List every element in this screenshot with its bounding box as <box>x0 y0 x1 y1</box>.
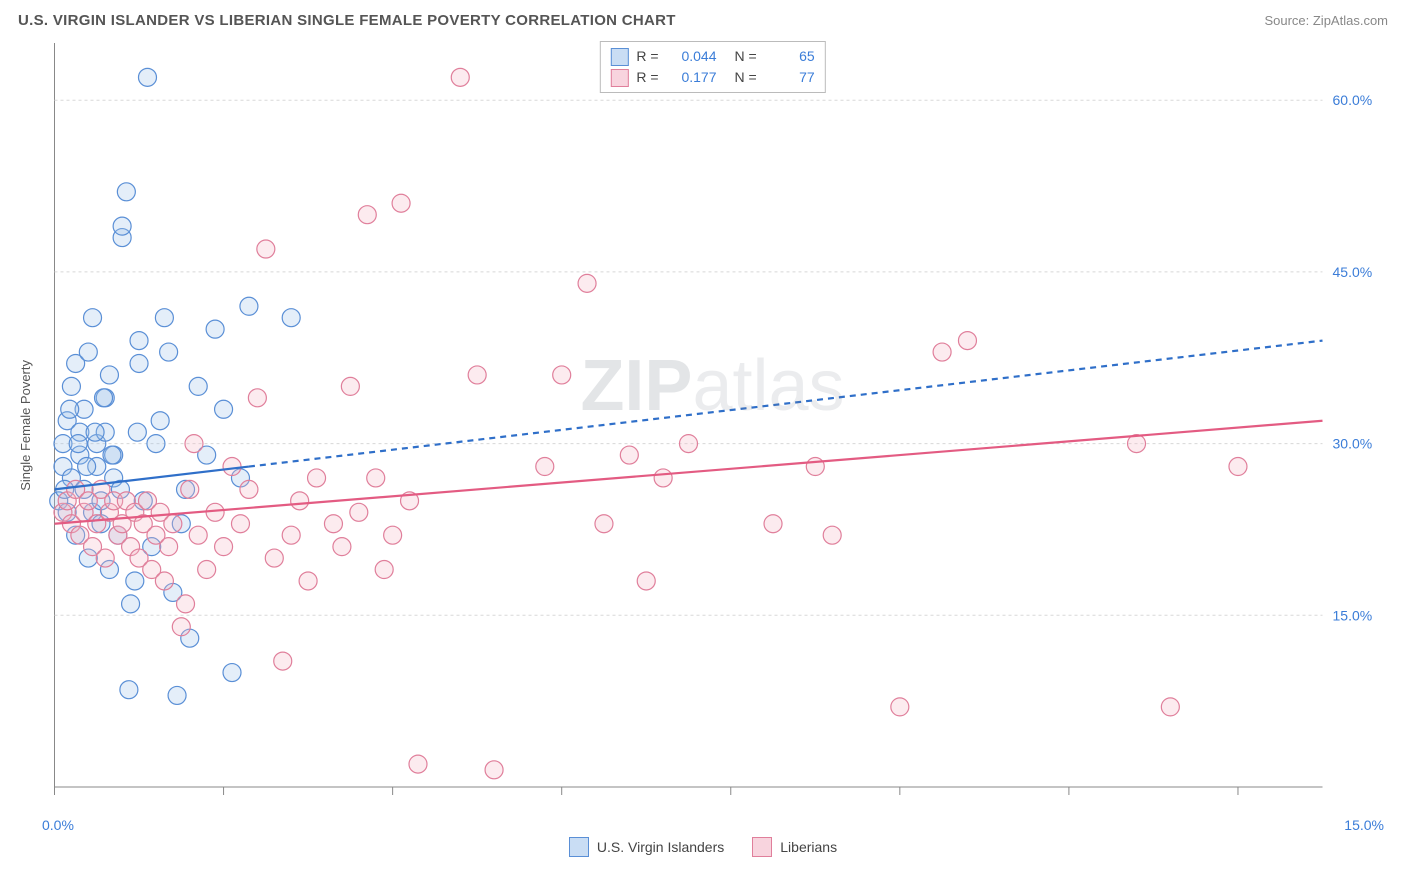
svg-text:15.0%: 15.0% <box>1333 607 1373 623</box>
plot-area: 15.0%30.0%45.0%60.0% ZIPatlas R =0.044N … <box>37 35 1388 815</box>
y-axis-label: Single Female Poverty <box>18 360 33 491</box>
r-label: R = <box>636 46 658 67</box>
svg-text:45.0%: 45.0% <box>1333 264 1373 280</box>
legend-swatch <box>752 837 772 857</box>
x-axis-max-label: 15.0% <box>1344 817 1384 833</box>
n-value: 77 <box>765 67 815 88</box>
n-value: 65 <box>765 46 815 67</box>
stats-row: R = 0.177 N = 77 <box>610 67 814 88</box>
r-value: 0.177 <box>667 67 717 88</box>
n-label: N = <box>735 46 757 67</box>
x-axis-min-label: 0.0% <box>42 817 74 833</box>
scatter-chart: 15.0% 30.0% 45.0% 60.0% <box>37 35 1388 815</box>
series-swatch <box>610 69 628 87</box>
legend-item: Liberians <box>752 837 837 857</box>
chart-header: U.S. VIRGIN ISLANDER VS LIBERIAN SINGLE … <box>18 12 1388 29</box>
chart-source: Source: ZipAtlas.com <box>1264 13 1388 28</box>
legend-label: U.S. Virgin Islanders <box>597 839 724 855</box>
series-legend: U.S. Virgin Islanders Liberians <box>18 837 1388 857</box>
r-label: R = <box>636 67 658 88</box>
legend-label: Liberians <box>780 839 837 855</box>
legend-item: U.S. Virgin Islanders <box>569 837 724 857</box>
n-label: N = <box>735 67 757 88</box>
chart-container: Single Female Poverty 15.0% 30.0% 45.0% 60.… <box>18 35 1388 815</box>
x-axis-edge-labels: 0.0% 15.0% <box>18 817 1388 833</box>
svg-text:30.0%: 30.0% <box>1333 436 1373 452</box>
chart-title: U.S. VIRGIN ISLANDER VS LIBERIAN SINGLE … <box>18 12 676 29</box>
correlation-stats-box: R = 0.044 N = 65 R = 0.177 N = 77 <box>599 41 825 93</box>
svg-text:60.0%: 60.0% <box>1333 92 1373 108</box>
r-value: 0.044 <box>667 46 717 67</box>
series-swatch <box>610 48 628 66</box>
stats-row: R = 0.044 N = 65 <box>610 46 814 67</box>
legend-swatch <box>569 837 589 857</box>
